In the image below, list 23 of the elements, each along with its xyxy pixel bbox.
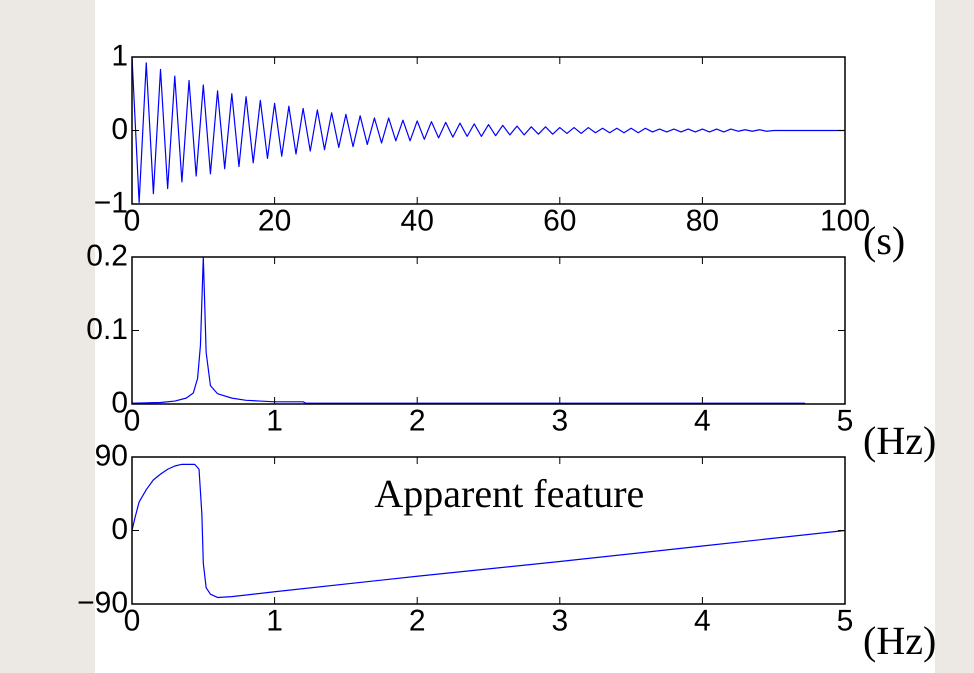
x-tick-label: 3 [551, 404, 568, 438]
x-tick-label: 60 [543, 204, 576, 238]
y-tick-label: 0.1 [86, 312, 128, 346]
annotation: Apparent feature [374, 471, 644, 516]
x-axis-title: (Hz) [863, 618, 936, 663]
x-tick-label: 1 [266, 604, 283, 638]
x-tick-label: 5 [836, 404, 854, 438]
y-tick-label: 0 [111, 112, 128, 146]
x-tick-label: 2 [408, 404, 426, 438]
x-tick-label: 80 [686, 204, 720, 238]
y-tick-label: 0 [111, 512, 128, 546]
x-tick-label: 4 [694, 604, 711, 638]
y-tick-label: 1 [111, 39, 128, 72]
x-tick-label: 3 [551, 604, 568, 638]
x-axis-title: (Hz) [863, 418, 936, 463]
x-tick-label: 1 [266, 404, 283, 438]
y-tick-label: 90 [94, 439, 128, 472]
x-tick-label: 4 [694, 404, 711, 438]
y-tick-label: 0.2 [86, 239, 128, 272]
x-tick-label: 2 [408, 604, 426, 638]
x-tick-label: 20 [258, 204, 292, 238]
x-tick-label: 40 [400, 204, 434, 238]
x-tick-label: 5 [836, 604, 854, 638]
